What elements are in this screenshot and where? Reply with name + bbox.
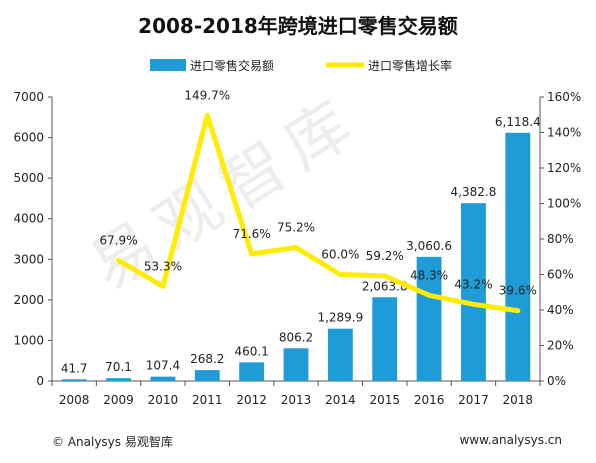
legend: 进口零售交易额 进口零售增长率 [150, 58, 452, 73]
bar [327, 328, 353, 381]
y-right-tick-label: 40% [547, 303, 574, 317]
x-tick-label: 2008 [59, 393, 90, 407]
growth-rate-label: 43.2% [454, 277, 492, 291]
line-layer [116, 112, 521, 314]
bars [61, 132, 531, 381]
bar-labels: 41.7 70.1 107.4 268.2460.1806.21,289.92,063… [61, 115, 541, 376]
footer-website: www.analysys.cn [459, 433, 562, 447]
x-tick-label: 2011 [192, 393, 223, 407]
bar-value-label: 6,118.4 [495, 115, 541, 129]
x-tick-label: 2010 [148, 393, 179, 407]
legend-bar-label: 进口零售交易额 [190, 58, 274, 73]
x-tick-label: 2009 [103, 393, 134, 407]
bar-value-label: 3,060.6 [406, 239, 452, 253]
bar [106, 378, 131, 381]
growth-rate-point [428, 294, 430, 296]
x-tick-label: 2017 [458, 393, 489, 407]
growth-rate-label: 59.2% [366, 249, 404, 263]
x-tick-label: 2014 [325, 393, 356, 407]
y-left-tick-label: 0 [36, 374, 44, 388]
x-tick-label: 2018 [503, 393, 534, 407]
bar-value-label: 460.1 [234, 344, 268, 358]
growth-rate-label: 39.6% [499, 284, 537, 298]
y-right-tick-label: 120% [547, 161, 581, 175]
bar [150, 376, 176, 381]
y-right-tick-label: 160% [547, 90, 581, 104]
bar [505, 132, 531, 381]
growth-rate-point [162, 285, 164, 287]
bar-value-label: 1,289.9 [317, 311, 363, 325]
growth-rate-line [116, 112, 521, 314]
y-right-tick-label: 0% [547, 374, 566, 388]
x-tick-label: 2012 [236, 393, 267, 407]
bar-value-label: 41.7 [61, 361, 88, 375]
growth-rate-label: 75.2% [277, 221, 315, 235]
y-left-tick-label: 7000 [13, 90, 44, 104]
growth-rate-label: 67.9% [99, 233, 137, 247]
bar [461, 203, 486, 381]
x-tick-label: 2016 [414, 393, 445, 407]
x-tick-label: 2015 [369, 393, 400, 407]
growth-rate-point [251, 253, 253, 255]
y-left-tick-label: 6000 [13, 131, 44, 145]
growth-rate-point [118, 259, 120, 261]
bar-value-label: 806.2 [279, 330, 313, 344]
line-labels: 67.9% 53.3% 149.7% 71.6% 75.2% 60.0% 59.2% 48.3… [99, 88, 536, 297]
y-right-tick-label: 140% [547, 126, 581, 140]
y-right-tick-label: 80% [547, 232, 574, 246]
bar [194, 370, 220, 381]
growth-rate-point [472, 303, 474, 305]
y-right-tick-label: 20% [547, 339, 574, 353]
legend-bar-swatch [150, 59, 186, 71]
bar-value-label: 268.2 [190, 352, 224, 366]
bar [416, 256, 442, 381]
legend-line-label: 进口零售增长率 [368, 58, 452, 73]
y-right-tick-label: 100% [547, 197, 581, 211]
y-right-tick-label: 60% [547, 268, 574, 282]
growth-rate-label: 149.7% [184, 88, 230, 102]
growth-rate-label: 60.0% [321, 248, 359, 262]
growth-rate-label: 48.3% [410, 268, 448, 282]
bar [61, 379, 87, 381]
y-left-tick-label: 3000 [13, 252, 44, 266]
y-left-tick-label: 5000 [13, 171, 44, 185]
growth-rate-point [206, 114, 208, 116]
bar [283, 348, 309, 381]
growth-rate-point [384, 275, 386, 277]
growth-rate-label: 71.6% [233, 227, 271, 241]
bar [239, 362, 265, 381]
y-left-tick-label: 4000 [13, 212, 44, 226]
y-left-tick-label: 2000 [13, 293, 44, 307]
growth-rate-label: 53.3% [144, 259, 182, 273]
bar [372, 297, 398, 381]
bar-value-label: 107.4 [146, 359, 180, 373]
chart-title: 2008-2018年跨境进口零售交易额 [138, 14, 458, 38]
growth-rate-point [517, 310, 519, 312]
y-left-tick-label: 1000 [13, 333, 44, 347]
axes: 0 1000 2000 3000 4000 5000 6000 7000 0% 20% 40% 60%… [13, 90, 581, 407]
footer-copyright: © Analysys 易观智库 [52, 435, 173, 449]
growth-rate-point [339, 274, 341, 275]
bar-value-label: 70.1 [105, 360, 132, 374]
x-tick-label: 2013 [281, 393, 312, 407]
bar-value-label: 4,382.8 [451, 185, 497, 199]
growth-rate-point [295, 247, 297, 249]
